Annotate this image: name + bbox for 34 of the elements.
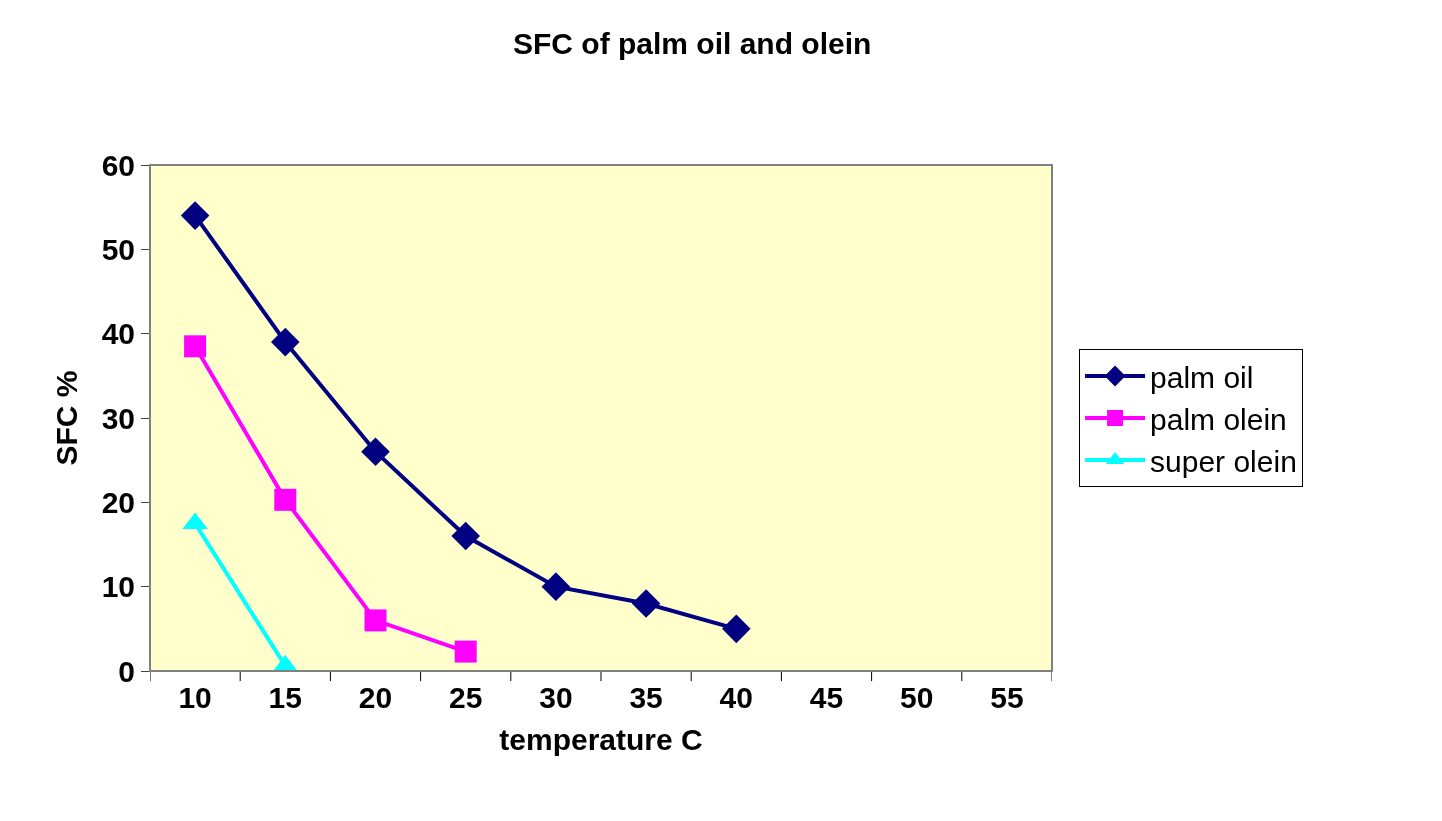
point bbox=[454, 640, 477, 663]
point bbox=[184, 335, 207, 358]
chart-title: SFC of palm oil and olein bbox=[512, 26, 872, 60]
x-tick-label: 50 bbox=[900, 681, 934, 714]
y-tick-label: 40 bbox=[101, 317, 135, 351]
x-axis-title: temperature C bbox=[499, 722, 703, 756]
x-tick-label: 45 bbox=[809, 681, 844, 714]
y-tick-label: 30 bbox=[101, 401, 135, 435]
point bbox=[274, 488, 297, 511]
legend-label: super olein bbox=[1150, 444, 1297, 478]
y-tick-label: 0 bbox=[118, 654, 135, 688]
legend-label: palm olein bbox=[1150, 402, 1287, 436]
x-tick-label: 30 bbox=[539, 681, 573, 714]
y-tick-label: 20 bbox=[101, 485, 135, 519]
x-tick-label: 40 bbox=[719, 681, 753, 714]
y-tick-label: 60 bbox=[101, 148, 135, 182]
x-tick-label: 15 bbox=[268, 681, 302, 714]
y-tick-label: 10 bbox=[101, 570, 135, 604]
point bbox=[451, 521, 480, 551]
point bbox=[364, 609, 387, 632]
point bbox=[722, 614, 751, 644]
y-axis-title: SFC % bbox=[49, 370, 83, 466]
legend-label: palm oil bbox=[1150, 360, 1254, 394]
point bbox=[271, 327, 300, 357]
x-tick-label: 20 bbox=[358, 681, 393, 714]
point bbox=[180, 201, 210, 230]
y-tick-label: 50 bbox=[101, 232, 135, 266]
point bbox=[631, 589, 661, 618]
x-tick-label: 25 bbox=[449, 681, 483, 714]
x-tick-label: 55 bbox=[990, 681, 1024, 714]
x-tick-label: 35 bbox=[629, 681, 663, 714]
x-tick-label: 10 bbox=[178, 681, 212, 714]
point bbox=[541, 572, 571, 601]
point bbox=[361, 437, 390, 467]
